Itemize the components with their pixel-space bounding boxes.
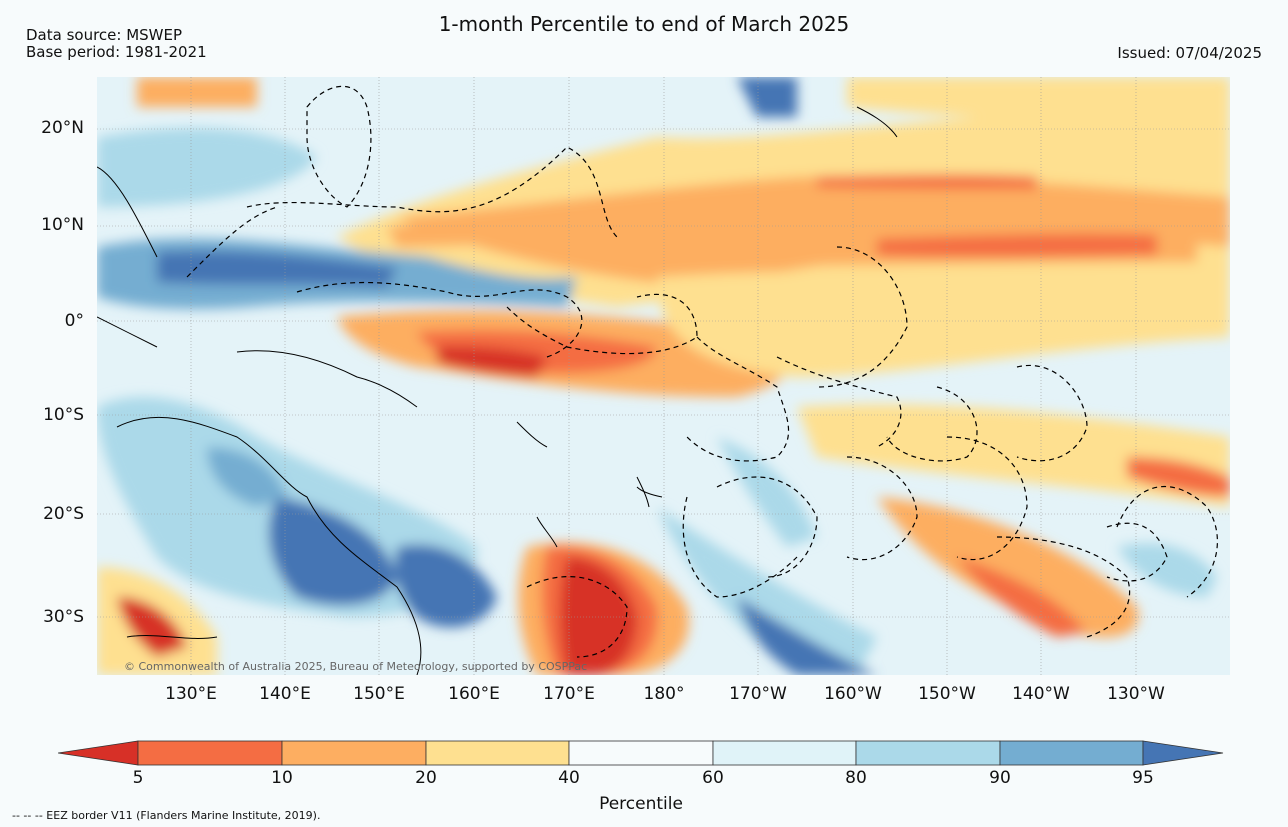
colorbar-tick-90: 90 bbox=[989, 768, 1011, 788]
colorbar-bin-90-95 bbox=[999, 740, 1144, 766]
lon-label-130e: 130°E bbox=[165, 684, 217, 704]
lat-label-10s: 10°S bbox=[43, 405, 84, 425]
lon-label-170w: 170°W bbox=[729, 684, 787, 704]
lat-label-0: 0° bbox=[64, 311, 84, 331]
issued-date: Issued: 07/04/2025 bbox=[1117, 44, 1262, 62]
colorbar-title: Percentile bbox=[599, 794, 683, 814]
data-source-block: Data source: MSWEP Base period: 1981-202… bbox=[26, 27, 207, 61]
lat-label-20s: 20°S bbox=[43, 504, 84, 524]
lon-label-150e: 150°E bbox=[353, 684, 405, 704]
colorbar-bin-5-10 bbox=[137, 740, 283, 766]
colorbar-tick-60: 60 bbox=[702, 768, 724, 788]
lon-label-160e: 160°E bbox=[448, 684, 500, 704]
data-source-text: Data source: MSWEP bbox=[26, 26, 183, 44]
lon-label-170e: 170°E bbox=[543, 684, 595, 704]
colorbar-bin-80-90 bbox=[855, 740, 1001, 766]
copyright-notice: © Commonwealth of Australia 2025, Bureau… bbox=[124, 660, 588, 673]
colorbar-tick-20: 20 bbox=[415, 768, 437, 788]
percentile-colorbar bbox=[57, 740, 1224, 766]
lon-label-130w: 130°W bbox=[1107, 684, 1165, 704]
graticule bbox=[97, 77, 1230, 675]
coastlines bbox=[97, 106, 898, 675]
colorbar-bin-20-40 bbox=[425, 740, 570, 766]
colorbar-tick-5: 5 bbox=[132, 768, 144, 788]
lon-label-160w: 160°W bbox=[824, 684, 882, 704]
lat-label-20n: 20°N bbox=[41, 118, 84, 138]
eez-borders bbox=[186, 85, 1218, 658]
lat-label-10n: 10°N bbox=[41, 215, 84, 235]
colorbar-tick-10: 10 bbox=[271, 768, 293, 788]
colorbar-tick-95: 95 bbox=[1132, 768, 1154, 788]
map-title: 1-month Percentile to end of March 2025 bbox=[438, 12, 850, 36]
colorbar-low-extension bbox=[57, 740, 139, 766]
colorbar-high-extension bbox=[1142, 740, 1224, 766]
colorbar-bin-40-60 bbox=[568, 740, 714, 766]
lat-label-30s: 30°S bbox=[43, 607, 84, 627]
colorbar-bin-60-80 bbox=[712, 740, 857, 766]
precipitation-field bbox=[97, 77, 1230, 675]
lon-label-180: 180° bbox=[643, 684, 685, 704]
colorbar-tick-40: 40 bbox=[558, 768, 580, 788]
lon-label-140e: 140°E bbox=[259, 684, 311, 704]
percentile-map bbox=[97, 77, 1230, 675]
colorbar-tick-80: 80 bbox=[845, 768, 867, 788]
base-period-text: Base period: 1981-2021 bbox=[26, 43, 207, 61]
colorbar-graphic bbox=[57, 740, 1224, 766]
map-canvas bbox=[97, 77, 1230, 675]
eez-legend: -- -- -- EEZ border V11 (Flanders Marine… bbox=[12, 809, 321, 822]
lon-label-140w: 140°W bbox=[1012, 684, 1070, 704]
colorbar-bin-10-20 bbox=[281, 740, 427, 766]
lon-label-150w: 150°W bbox=[918, 684, 976, 704]
